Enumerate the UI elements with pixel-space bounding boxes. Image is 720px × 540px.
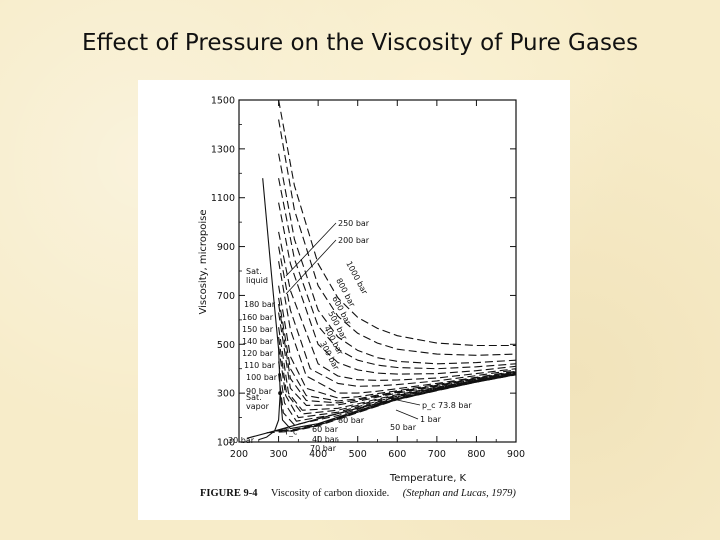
left-annotation-100-bar: 100 bar <box>246 373 278 382</box>
y-tick-label-500: 500 <box>217 340 235 351</box>
leader-pc <box>387 397 421 406</box>
curve-annotation-p-c-73-8-bar: p_c 73.8 bar <box>422 401 472 410</box>
curve-annotation-40-bar: 40 bar <box>312 435 339 444</box>
series-line-sat-liquid <box>262 178 281 394</box>
viscosity-chart: 200 300 400 500 600 700 800 900 100 300 500 700 900 1… <box>198 96 525 500</box>
x-tick-label-600: 600 <box>388 449 406 460</box>
sat-vapor-line2: vapor <box>246 402 270 411</box>
series-line-140-bar <box>278 312 517 406</box>
left-annotation-120-bar: 120 bar <box>242 349 274 358</box>
series-line-110-bar <box>278 336 517 415</box>
caption-citation: (Stephan and Lucas, 1979) <box>403 488 517 499</box>
y-tick-label-1300: 1300 <box>211 144 235 155</box>
series-line-200-bar <box>278 261 517 394</box>
y-tick-label-1100: 1100 <box>211 193 235 204</box>
left-annotation-160-bar: 160 bar <box>242 313 274 322</box>
left-annotation-150-bar: 150 bar <box>242 325 274 334</box>
x-tick-label-200: 200 <box>230 449 248 460</box>
series-line-180-bar <box>278 285 517 399</box>
series-line-60-bar <box>280 373 517 431</box>
leader-200-bar <box>285 239 337 295</box>
caption-text: Viscosity of carbon dioxide. <box>271 488 389 499</box>
series-line-sat-vapor <box>258 393 281 441</box>
curve-annotation-80-bar: 80 bar <box>338 416 365 425</box>
y-tick-label-100: 100 <box>217 438 235 449</box>
series-line-400-bar <box>278 202 517 375</box>
left-annotation-110-bar: 110 bar <box>244 361 276 370</box>
series-line-1000-bar <box>278 99 516 347</box>
series-line-500-bar <box>278 178 517 370</box>
critical-point-marker <box>278 391 283 396</box>
series-line-1-bar <box>246 373 517 439</box>
x-axis-title: Temperature, K <box>389 473 467 484</box>
slide-title: Effect of Pressure on the Viscosity of P… <box>81 30 639 56</box>
curve-annotation-250-bar: 250 bar <box>338 219 370 228</box>
series-line-600-bar <box>278 153 517 365</box>
left-annotation-sat-liquid: Sat. liquid <box>246 267 268 285</box>
figure-panel: 200 300 400 500 600 700 800 900 100 300 500 700 900 1… <box>138 80 570 520</box>
left-annotation-90-bar: 90 bar <box>246 387 273 396</box>
curve-annotation-200-bar: 200 bar <box>338 236 370 245</box>
series-line-100-bar <box>278 346 517 419</box>
curve-annotation-50-bar: 50 bar <box>390 423 417 432</box>
caption-label: FIGURE 9-4 <box>200 488 258 499</box>
left-annotation-180-bar: 180 bar <box>244 300 276 309</box>
x-tick-label-500: 500 <box>349 449 367 460</box>
leader-1-bar <box>395 409 419 420</box>
series-line-250-bar <box>278 246 517 387</box>
sat-liquid-line1: Sat. <box>246 267 262 276</box>
x-tick-label-900: 900 <box>507 449 525 460</box>
curve-annotation-60-bar: 60 bar <box>312 425 339 434</box>
curve-annotation-1-bar: 1 bar <box>420 415 442 424</box>
curve-annotation-70-bar: 70 bar <box>310 444 337 453</box>
series-line-800-bar <box>278 119 517 356</box>
x-tick-label-800: 800 <box>467 449 485 460</box>
y-tick-label-1500: 1500 <box>211 96 235 107</box>
series-layer <box>246 99 517 441</box>
left-annotation-30-bar: 30 bar <box>228 436 255 445</box>
y-tick-label-700: 700 <box>217 291 235 302</box>
x-tick-label-700: 700 <box>428 449 446 460</box>
critical-point-label: T_c <box>283 428 297 437</box>
figure-caption: FIGURE 9-4 Viscosity of carbon dioxide. … <box>200 483 516 500</box>
y-axis-title: Viscosity, micropoise <box>198 209 209 314</box>
axes-layer: 200 300 400 500 600 700 800 900 100 300 500 700 900 1… <box>211 96 525 461</box>
y-tick-label-900: 900 <box>217 242 235 253</box>
y-tick-label-300: 300 <box>217 389 235 400</box>
left-annotation-sat-vapor: Sat. vapor <box>246 393 270 411</box>
series-line-300-bar <box>278 231 517 381</box>
x-tick-label-400: 400 <box>309 449 327 460</box>
x-tick-label-300: 300 <box>270 449 288 460</box>
leader-250-bar <box>285 222 337 277</box>
left-annotation-140-bar: 140 bar <box>242 337 274 346</box>
sat-vapor-line1: Sat. <box>246 393 262 402</box>
sat-liquid-line2: liquid <box>246 276 268 285</box>
